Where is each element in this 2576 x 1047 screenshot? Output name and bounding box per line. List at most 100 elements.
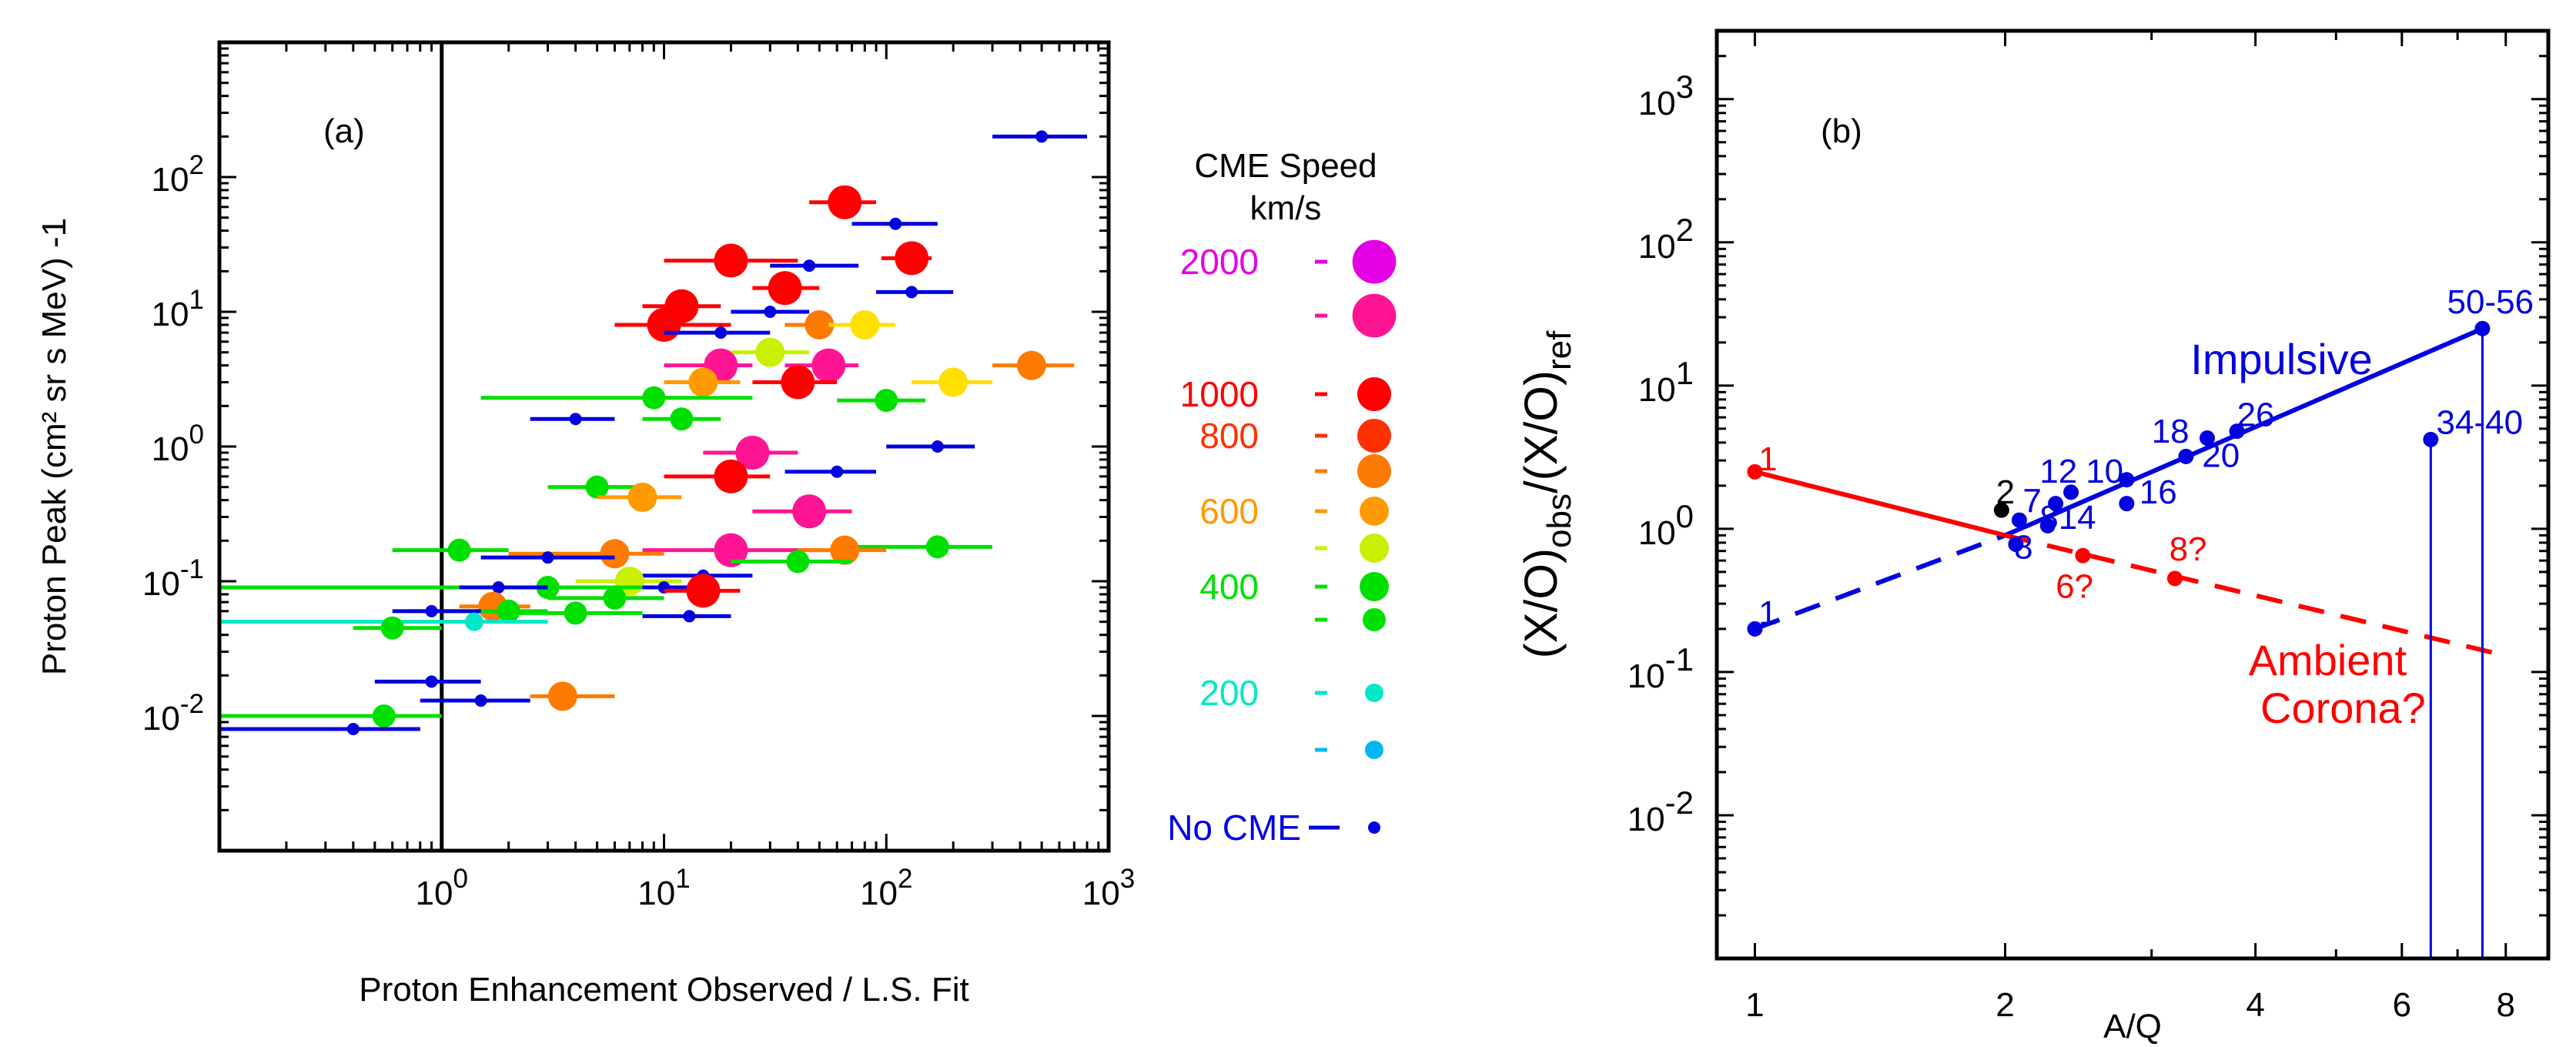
marker [2178,448,2194,464]
marker [464,612,483,631]
marker [2008,536,2024,552]
y-axis-label: Proton Peak (cm² sr s MeV) -1 [35,218,73,675]
data-point-31 [597,482,682,512]
series-dashed-line [1754,533,2006,631]
data-point-21 [664,367,741,397]
ratio-point-14: 6? [2056,547,2093,605]
point-label: 18 [2152,413,2190,450]
legend-label-800: 800 [1199,416,1259,456]
ratio-point-16: 34-40 [2423,404,2523,447]
ratio-point-10: 16 [2119,473,2177,512]
data-point-18 [752,365,838,400]
marker [2229,423,2245,440]
marker [447,538,471,562]
legend-entry-12: No CME [1167,808,1380,848]
marker [905,286,918,299]
marker [2474,320,2491,336]
data-point-45 [459,581,548,594]
x-tick-label: 2 [1996,986,2014,1024]
marker [569,413,582,426]
legend-entry-2 [1315,293,1397,338]
data-point-58 [219,722,420,735]
data-point-34 [642,533,820,567]
ratio-point-15: 8? [2166,530,2207,587]
legend-marker [1360,572,1389,601]
x-tick-label: 6 [2393,986,2411,1024]
legend-label-2000: 2000 [1180,242,1259,282]
y-tick-label: 10-1 [1628,641,1694,695]
panel-a: 100 101 102 103 10-2 10-1 100 101 102 Proton Enha… [35,40,1135,1009]
legend-subtitle: km/s [1250,189,1322,227]
marker [547,681,577,711]
ratio-point-3: 2 [1993,473,2015,518]
data-point-6 [770,259,859,273]
marker [425,604,438,617]
legend-entry-8: 400 [1199,567,1389,607]
data-point-32 [752,494,852,529]
marker [346,722,360,735]
ratio-point-7: 12 [2039,453,2077,512]
data-point-37 [392,538,509,562]
legend-entry-9 [1315,608,1386,631]
data-point-8 [752,271,820,306]
point-label: 6? [2056,567,2093,605]
marker [1035,130,1049,143]
marker [642,386,666,410]
data-point-54 [420,694,530,707]
marker [714,533,748,567]
data-point-50 [508,601,643,625]
marker [2423,431,2439,447]
series-label-line1: Ambient [2249,636,2407,684]
marker [2166,570,2183,587]
data-point-36 [508,539,664,569]
point-label: 26 [2237,396,2275,434]
marker [925,535,949,559]
ratio-point-9: 10 [2086,453,2135,490]
series-label: Impulsive [2190,335,2373,383]
point-label: 1 [1758,594,1777,632]
legend-marker [1357,454,1391,488]
x-tick-label: 1 [1745,986,1764,1024]
x-tick-label: 8 [2497,986,2515,1024]
marker [2200,430,2216,447]
data-point-39 [480,551,615,564]
ratio-point-11: 18 [2152,413,2194,464]
data-point-57 [219,704,442,728]
legend-marker [1365,741,1383,759]
data-point-23 [480,386,753,410]
marker [600,539,630,569]
marker [803,259,816,273]
marker [850,309,880,340]
legend-marker [1357,419,1391,453]
y-tick-label: 103 [1638,69,1694,122]
data-point-49 [392,604,481,617]
data-point-24 [530,413,615,426]
x-axis-label: Proton Enhancement Observed / L.S. Fit [359,971,969,1009]
legend-title: CME Speed [1194,147,1377,185]
legend-entry-11 [1315,741,1383,759]
legend-marker [1352,293,1397,338]
marker [2011,512,2027,528]
marker [735,436,770,470]
marker [938,367,969,397]
marker [647,307,681,342]
data-point-28 [785,465,877,478]
legend-label-400: 400 [1199,567,1259,607]
data-point-30 [547,475,643,499]
marker [541,551,554,564]
ratio-point-2: 1 [1747,594,1778,637]
marker [372,704,396,728]
x-tick-label: 101 [637,864,690,912]
marker [792,494,827,529]
ratio-point-8 [2063,484,2079,500]
data-point-11 [614,307,731,342]
point-label: 2 [1996,473,2015,511]
marker [811,348,846,383]
y-tick-label: 100 [1638,498,1694,552]
point-label: 1 [1758,440,1777,478]
marker [889,217,902,230]
legend-entry-5 [1315,454,1391,488]
data-point-33 [837,535,993,559]
legend-marker [1360,497,1389,526]
